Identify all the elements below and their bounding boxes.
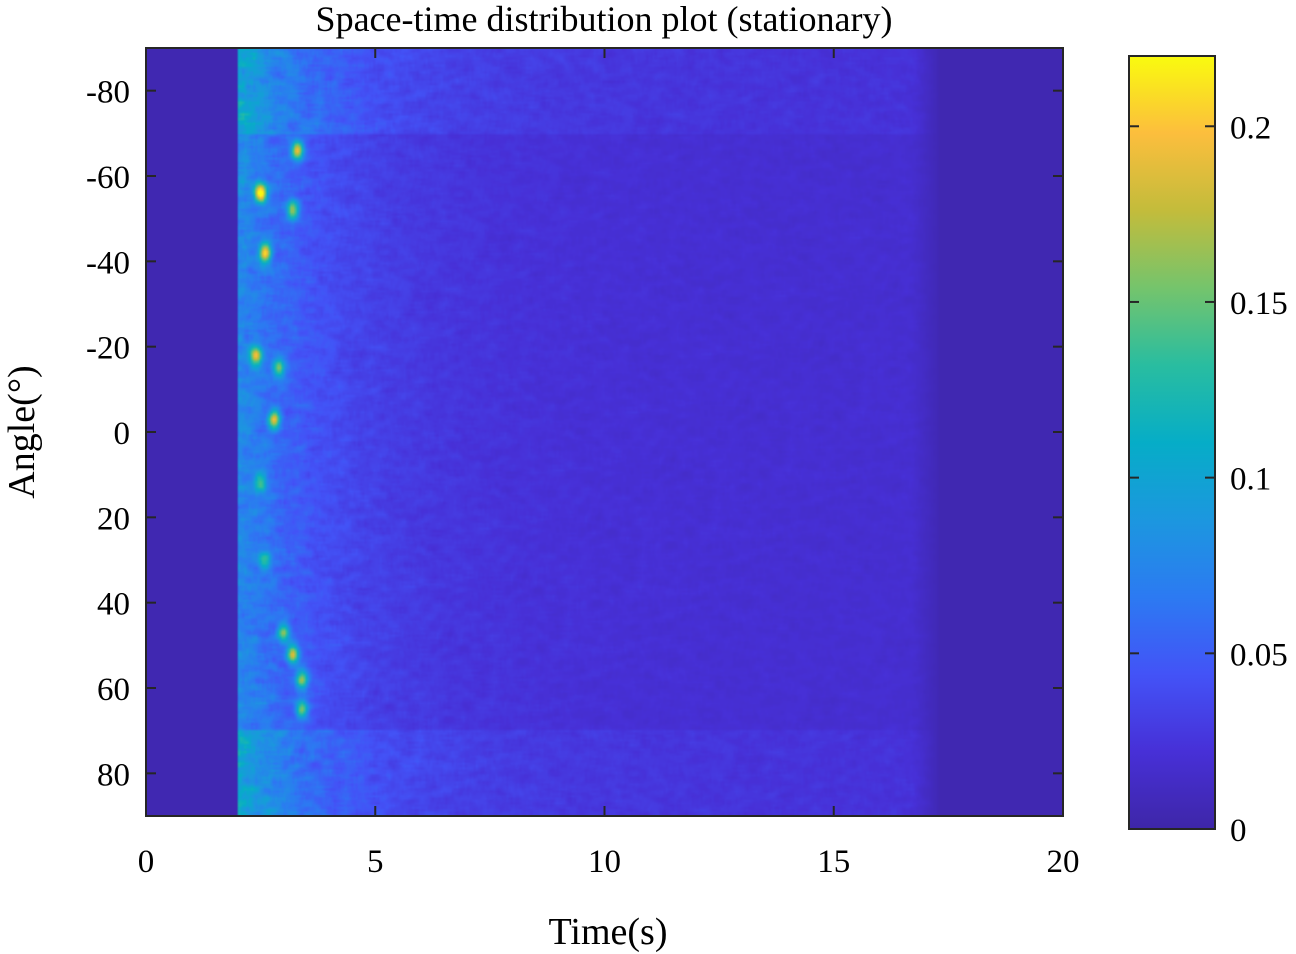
colorbar-gradient — [1129, 56, 1215, 829]
colorbar-tick-label: 0.1 — [1230, 462, 1271, 498]
x-tick-label: 5 — [367, 844, 384, 880]
heatmap-image — [146, 48, 1063, 816]
colorbar-frame — [1128, 55, 1216, 830]
x-tick-label: 10 — [588, 844, 621, 880]
y-tick-label: -40 — [86, 245, 130, 281]
y-tick-label: -80 — [86, 75, 130, 111]
x-axis: 0 5 10 15 20 — [138, 48, 1080, 880]
y-tick-label: -20 — [86, 331, 130, 367]
x-tick-label: 20 — [1047, 844, 1080, 880]
heatmap-plot-area — [145, 47, 1064, 817]
y-tick-label: -60 — [86, 160, 130, 196]
y-tick-label: 60 — [97, 672, 130, 708]
y-tick-label: 40 — [97, 587, 130, 623]
colorbar-tick-label: 0.05 — [1230, 637, 1288, 673]
colorbar-tick-label: 0 — [1230, 813, 1247, 849]
y-tick-label: 0 — [114, 416, 131, 452]
colorbar-tick-label: 0.15 — [1230, 286, 1288, 322]
y-tick-label: 20 — [97, 501, 130, 537]
colorbar-ticks: 0 0.05 0.1 0.15 0.2 — [1129, 110, 1288, 849]
colorbar-tick-label: 0.2 — [1230, 110, 1271, 146]
y-axis-label: Angle(°) — [1, 365, 43, 498]
y-axis: -80 -60 -40 -20 0 20 40 60 80 — [86, 75, 1063, 793]
x-tick-label: 0 — [138, 844, 155, 880]
chart-title: Space-time distribution plot (stationary… — [316, 0, 893, 39]
x-axis-label: Time(s) — [549, 911, 668, 953]
colorbar: 0 0.05 0.1 0.15 0.2 — [1128, 55, 1288, 849]
y-tick-label: 80 — [97, 757, 130, 793]
x-tick-label: 15 — [817, 844, 850, 880]
